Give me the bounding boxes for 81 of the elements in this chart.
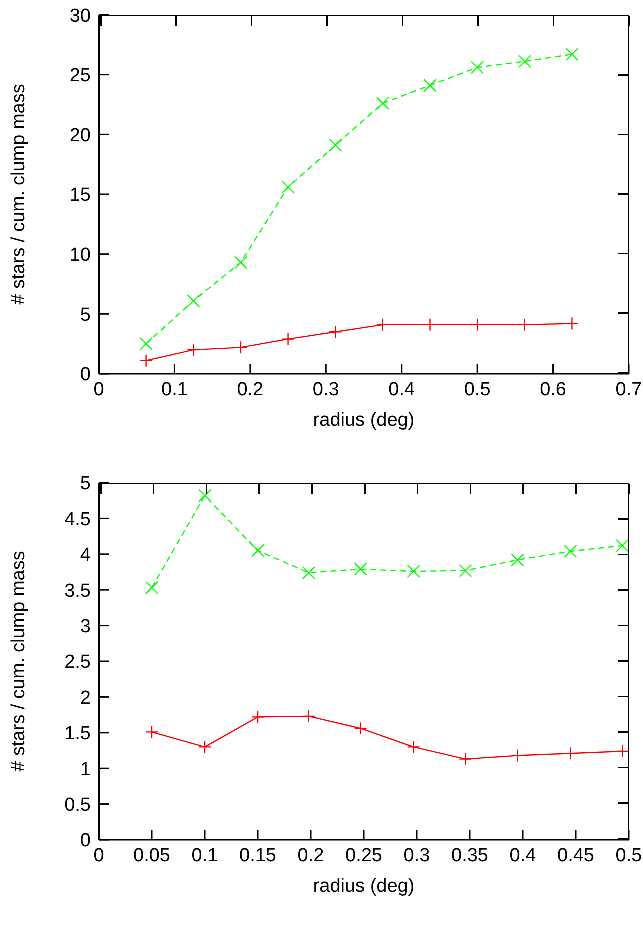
x-tick-label: 0.4 [388,379,416,400]
point [145,726,159,739]
y-tick-label: 25 [70,66,91,87]
point [354,562,368,576]
x-tick-label: 0.3 [312,379,340,400]
point [376,318,390,332]
point [616,539,629,552]
x-tick-label: 0.2 [298,845,324,866]
y-tick-label: 10 [70,245,91,266]
point [234,256,248,270]
point [198,740,212,754]
point [566,48,579,62]
x-tick-label: 0 [94,845,104,866]
point [329,138,342,152]
point [187,343,200,357]
point [282,332,295,346]
y-tick-label: 3 [80,616,91,638]
x-tick-label: 0.1 [162,379,188,400]
point [564,747,578,760]
x-tick-label: 0.35 [452,845,488,866]
y-tick-label: 4 [80,545,92,566]
x-tick-label: 0.3 [404,845,430,866]
x-tick-label: 0.1 [192,845,218,866]
point [424,318,437,332]
point [234,341,248,354]
x-tick-label: 0.15 [240,845,276,866]
point [145,581,159,595]
point [470,318,484,332]
x-tick-label: 0 [94,379,104,400]
x-tick-label: 0.5 [464,379,491,400]
x-tick-label: 0.6 [540,379,566,400]
y-tick-label: 0 [80,364,91,386]
point [251,710,265,724]
y-tick-label: 20 [70,125,91,146]
point [459,564,472,578]
y-tick-label: 3.5 [64,580,91,602]
x-tick-label: 0.2 [237,379,264,400]
point [566,317,579,330]
y-tick-label: 0.5 [64,795,91,816]
x-tick-label: 0.45 [558,845,594,866]
y-tick-label: 2.5 [64,652,91,674]
point [282,180,295,194]
point [376,96,390,110]
x-tick-label: 0.5 [616,845,642,866]
x-axis-title: radius (deg) [313,410,415,431]
x-tick-label: 0.4 [510,845,537,866]
y-tick-label: 4.5 [64,509,91,530]
point [511,749,524,762]
point [511,554,524,567]
point [302,566,316,580]
point [407,564,420,578]
x-tick-label: 0.05 [134,845,170,866]
y-tick-label: 15 [70,185,91,206]
y-tick-label: 30 [70,6,91,27]
point [518,55,532,68]
point [470,61,484,74]
y-tick-label: 0 [80,830,91,852]
point [424,79,437,92]
y-tick-label: 1.5 [64,724,91,745]
y-tick-label: 5 [80,304,91,326]
point [354,722,368,736]
point [518,318,532,332]
x-tick-label: 0.7 [616,379,642,400]
point [302,710,316,724]
point [329,326,342,339]
x-axis-title: radius (deg) [313,876,415,897]
y-axis-title: # stars / cum. clump mass [8,84,30,305]
point [198,489,212,502]
x-tick-label: 0.25 [346,845,382,866]
y-tick-label: 2 [80,688,91,709]
y-tick-label: 5 [80,474,91,495]
point [407,740,420,754]
point [251,544,265,558]
y-axis-title: # stars / cum. clump mass [8,551,30,772]
point [140,337,153,351]
point [616,744,629,758]
point [564,544,578,558]
point [140,354,153,368]
point [187,294,200,308]
y-tick-label: 1 [80,759,91,780]
point [459,752,472,766]
